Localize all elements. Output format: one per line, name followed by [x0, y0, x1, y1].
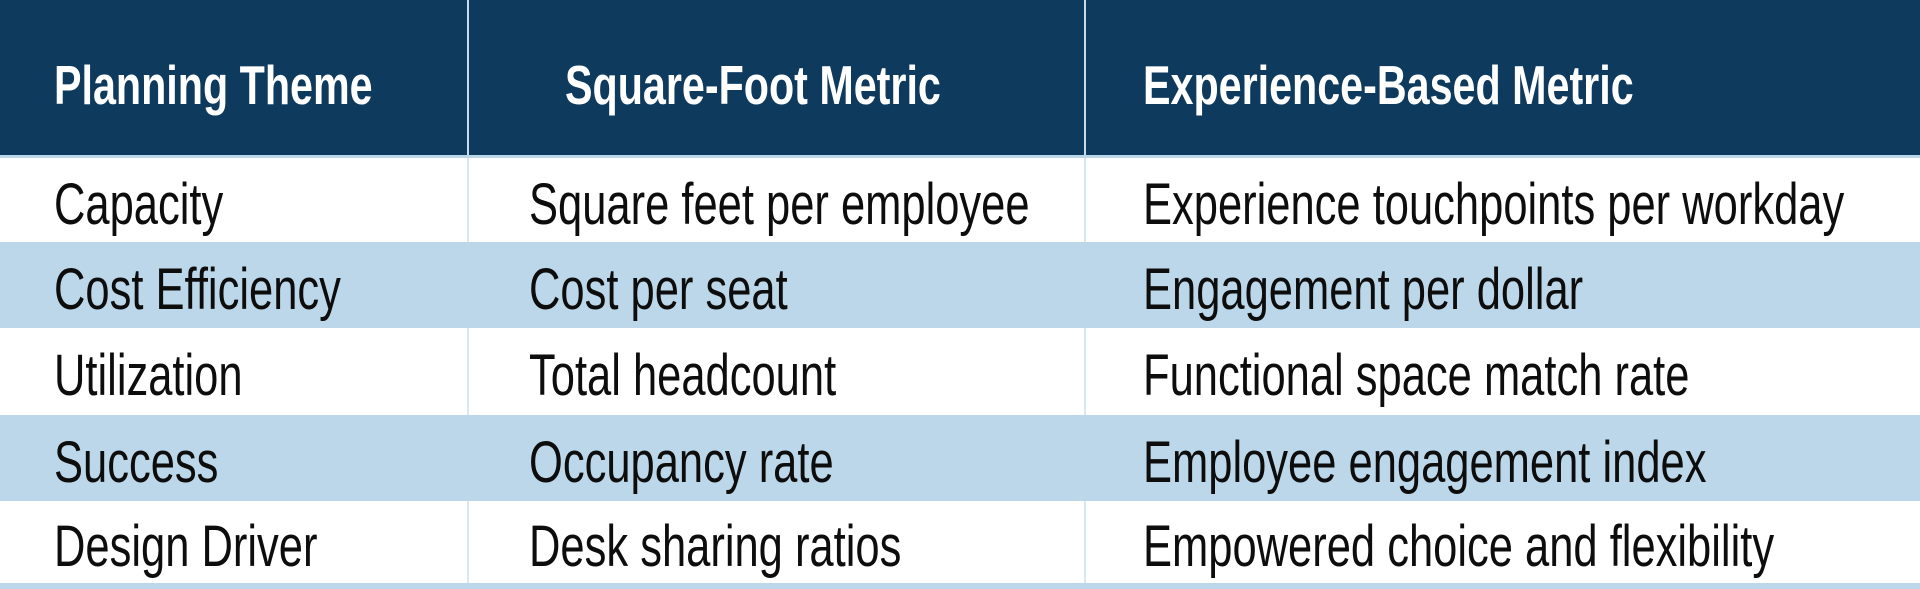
- header-label: Planning Theme: [54, 53, 373, 116]
- table-cell-experience-metric: Employee engagement index: [1084, 415, 1920, 501]
- table-row: Utilization Total headcount Functional s…: [0, 328, 1920, 415]
- header-cell-planning-theme: Planning Theme: [0, 0, 467, 155]
- cell-text: Empowered choice and flexibility: [1143, 513, 1775, 579]
- header-divider-line: [0, 155, 1920, 158]
- cell-text: Utilization: [54, 343, 243, 408]
- cell-text: Desk sharing ratios: [529, 513, 902, 579]
- cell-text: Functional space match rate: [1143, 343, 1690, 408]
- cell-text: Capacity: [54, 171, 224, 237]
- table-cell-sqft-metric: Square feet per employee: [467, 158, 1084, 242]
- cell-text: Employee engagement index: [1143, 429, 1707, 495]
- table-cell-theme: Cost Efficiency: [0, 242, 467, 328]
- table-cell-experience-metric: Empowered choice and flexibility: [1084, 501, 1920, 583]
- table-cell-theme: Design Driver: [0, 501, 467, 583]
- table-row: Capacity Square feet per employee Experi…: [0, 158, 1920, 242]
- table-row: Success Occupancy rate Employee engageme…: [0, 415, 1920, 501]
- table-row: Cost Efficiency Cost per seat Engagement…: [0, 242, 1920, 328]
- cell-text: Experience touchpoints per workday: [1143, 171, 1845, 237]
- cell-text: Design Driver: [54, 513, 318, 579]
- table-cell-sqft-metric: Occupancy rate: [467, 415, 1084, 501]
- cell-text: Occupancy rate: [529, 429, 834, 495]
- table-cell-experience-metric: Engagement per dollar: [1084, 242, 1920, 328]
- table-cell-theme: Utilization: [0, 328, 467, 415]
- table-cell-theme: Success: [0, 415, 467, 501]
- header-cell-experience-based-metric: Experience-Based Metric: [1084, 0, 1920, 155]
- table-cell-experience-metric: Functional space match rate: [1084, 328, 1920, 415]
- table-row: Design Driver Desk sharing ratios Empowe…: [0, 501, 1920, 583]
- table-bottom-strip: [0, 583, 1920, 589]
- table-cell-theme: Capacity: [0, 158, 467, 242]
- cell-text: Square feet per employee: [529, 171, 1030, 237]
- cell-text: Total headcount: [529, 343, 837, 408]
- table-cell-sqft-metric: Cost per seat: [467, 242, 1084, 328]
- table-header-row: Planning Theme Square-Foot Metric Experi…: [0, 0, 1920, 155]
- table-cell-experience-metric: Experience touchpoints per workday: [1084, 158, 1920, 242]
- header-label: Square-Foot Metric: [565, 53, 941, 116]
- table-cell-sqft-metric: Desk sharing ratios: [467, 501, 1084, 583]
- header-label: Experience-Based Metric: [1143, 53, 1634, 116]
- header-cell-square-foot-metric: Square-Foot Metric: [467, 0, 1084, 155]
- table-cell-sqft-metric: Total headcount: [467, 328, 1084, 415]
- cell-text: Engagement per dollar: [1143, 256, 1584, 322]
- cell-text: Success: [54, 429, 219, 495]
- cell-text: Cost Efficiency: [54, 256, 341, 322]
- cell-text: Cost per seat: [529, 256, 788, 322]
